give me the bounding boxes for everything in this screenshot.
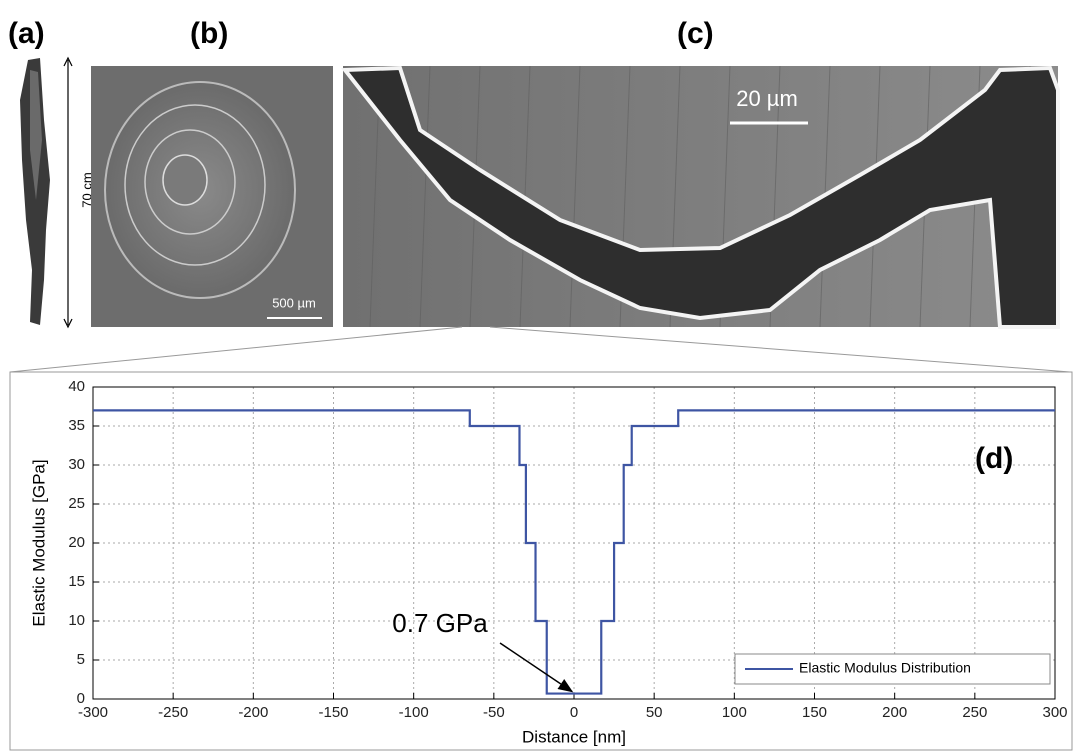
y-tick-label: 0 bbox=[77, 690, 85, 707]
x-tick-label: -150 bbox=[318, 704, 348, 721]
x-tick-label: -50 bbox=[483, 704, 505, 721]
x-tick-label: 100 bbox=[722, 704, 747, 721]
photo-b: 500 µm bbox=[91, 66, 333, 327]
y-tick-label: 20 bbox=[68, 534, 85, 551]
annotation: 0.7 GPa bbox=[392, 608, 488, 638]
data-line bbox=[93, 409, 1055, 695]
scale-label: 500 µm bbox=[272, 295, 316, 310]
annotation-arrow bbox=[499, 642, 574, 693]
y-tick-label: 30 bbox=[68, 456, 85, 473]
x-tick-label: 0 bbox=[570, 704, 578, 721]
y-tick-label: 25 bbox=[68, 495, 85, 512]
photo-c: 20 µm bbox=[340, 65, 1060, 329]
chart-frame bbox=[9, 371, 1073, 751]
scale-label: 70 cm bbox=[79, 172, 94, 207]
x-tick-label: 200 bbox=[882, 704, 907, 721]
legend-label: Elastic Modulus Distribution bbox=[799, 660, 971, 676]
y-tick-label: 15 bbox=[68, 573, 85, 590]
x-tick-label: 250 bbox=[962, 704, 987, 721]
panel-label: (c) bbox=[677, 17, 714, 50]
y-tick-label: 5 bbox=[77, 651, 85, 668]
panel-label: (d) bbox=[975, 442, 1013, 475]
x-tick-label: -200 bbox=[238, 704, 268, 721]
x-tick-label: -250 bbox=[158, 704, 188, 721]
plot-area bbox=[92, 386, 1056, 700]
y-tick-label: 40 bbox=[68, 378, 85, 395]
x-tick-label: -300 bbox=[78, 704, 108, 721]
x-tick-label: 150 bbox=[802, 704, 827, 721]
y-tick-label: 35 bbox=[68, 417, 85, 434]
x-tick-label: 50 bbox=[646, 704, 663, 721]
x-tick-label: 300 bbox=[1042, 704, 1067, 721]
photo-a: 70 cm bbox=[20, 56, 94, 329]
y-axis-title: Elastic Modulus [GPa] bbox=[29, 459, 48, 626]
panel-label: (b) bbox=[190, 17, 228, 50]
y-tick-label: 10 bbox=[68, 612, 85, 629]
panel-label: (a) bbox=[8, 17, 45, 50]
x-tick-label: -100 bbox=[399, 704, 429, 721]
chart: 0 5 10 15 20 25 30 35 40 -300 -250 -200 -150 -100 -50 0… bbox=[68, 378, 1067, 721]
scale-label: 20 µm bbox=[736, 86, 798, 111]
x-axis-title: Distance [nm] bbox=[522, 727, 626, 746]
